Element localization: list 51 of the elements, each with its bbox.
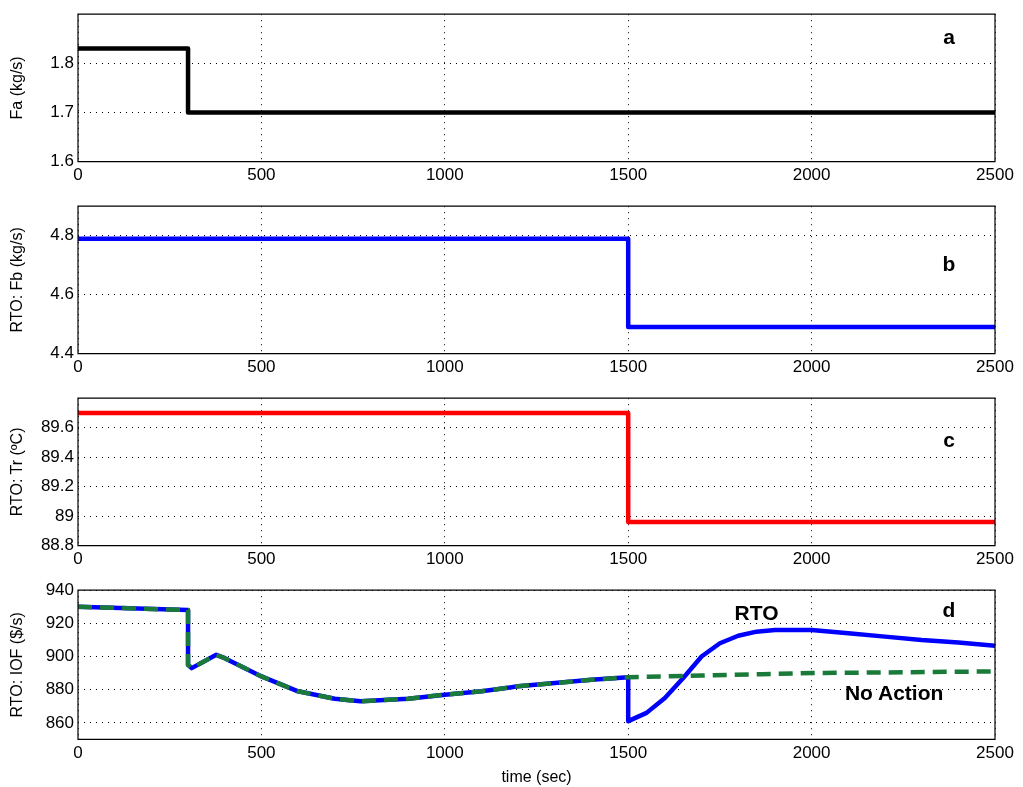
x-tick-label: 1500	[609, 357, 648, 377]
x-tick-label: 2000	[792, 743, 831, 763]
x-tick-label: 1500	[609, 743, 648, 763]
y-axis-title: RTO: IOF ($/s)	[8, 612, 26, 718]
y-tick-label: 89	[55, 505, 74, 525]
x-tick-label: 1500	[609, 549, 648, 569]
x-tick-label: 1000	[425, 743, 464, 763]
x-tick-label: 0	[73, 165, 83, 185]
annotation: No Action	[844, 681, 944, 705]
y-tick-label: 1.8	[50, 53, 74, 73]
x-tick-label: 2000	[792, 549, 831, 569]
x-tick-label: 1000	[425, 549, 464, 569]
y-tick-label: 89.4	[40, 446, 74, 466]
annotation: c	[943, 427, 956, 451]
y-tick-label: 920	[45, 613, 74, 633]
y-tick-label: 940	[45, 579, 74, 599]
annotation: d	[942, 597, 956, 621]
y-tick-label: 860	[45, 712, 74, 732]
x-tick-label: 1000	[425, 357, 464, 377]
x-tick-label: 500	[247, 549, 276, 569]
y-tick-label: 880	[45, 679, 74, 699]
y-tick-label: 1.7	[50, 102, 74, 122]
x-tick-label: 2500	[976, 165, 1014, 185]
x-tick-label: 1000	[425, 165, 464, 185]
y-tick-label: 4.4	[50, 343, 74, 363]
y-tick-label: 89.2	[40, 476, 74, 496]
x-tick-label: 0	[73, 549, 83, 569]
annotation: a	[943, 24, 956, 48]
x-tick-label: 2500	[976, 549, 1014, 569]
y-axis-title: RTO: Tr (ºC)	[8, 427, 26, 517]
y-tick-label: 1.6	[50, 151, 74, 171]
annotation: RTO	[734, 600, 779, 624]
y-axis-title: Fa (kg/s)	[8, 56, 26, 120]
y-tick-label: 89.6	[40, 417, 74, 437]
x-tick-label: 2500	[976, 743, 1014, 763]
y-tick-label: 88.8	[40, 535, 74, 555]
y-tick-label: 900	[45, 646, 74, 666]
y-tick-label: 4.8	[50, 225, 74, 245]
x-tick-label: 0	[73, 743, 83, 763]
x-tick-label: 2500	[976, 357, 1014, 377]
y-tick-label: 4.6	[50, 284, 74, 304]
x-tick-label: 500	[247, 743, 276, 763]
x-tick-label: 1500	[609, 165, 648, 185]
y-axis-title: RTO: Fb (kg/s)	[8, 227, 26, 333]
x-tick-label: 0	[73, 357, 83, 377]
x-tick-label: 2000	[792, 165, 831, 185]
x-tick-label: 500	[247, 165, 276, 185]
x-tick-label: 2000	[792, 357, 831, 377]
annotation: b	[942, 251, 956, 275]
x-axis-title: time (sec)	[501, 767, 572, 785]
x-tick-label: 500	[247, 357, 276, 377]
